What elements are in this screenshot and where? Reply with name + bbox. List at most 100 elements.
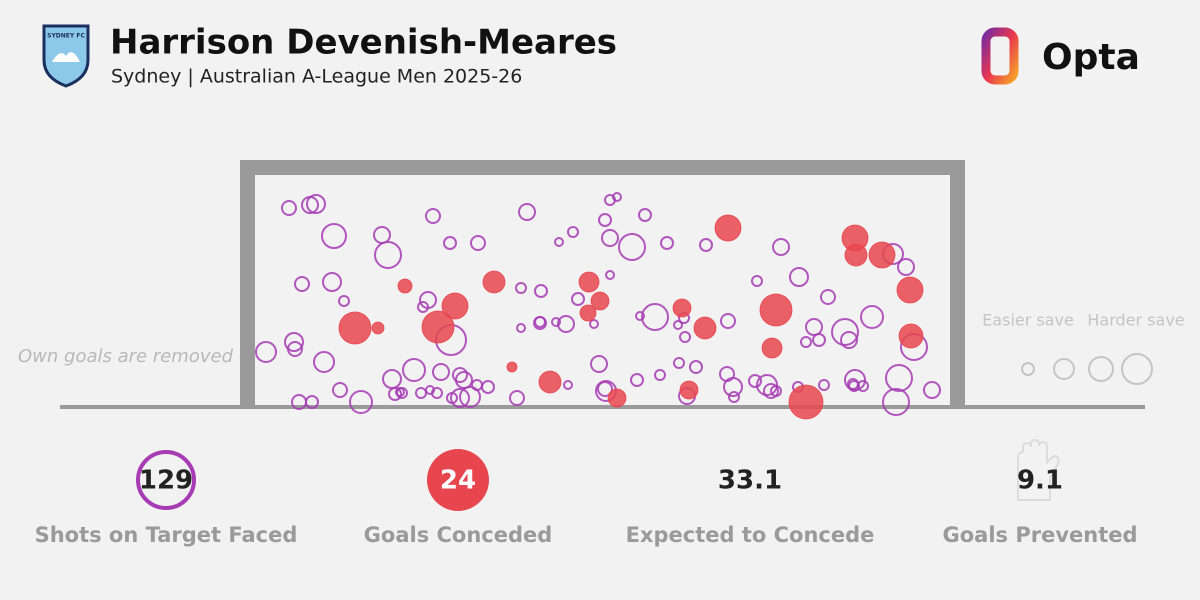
saved-shot xyxy=(321,223,347,249)
stat-label: Expected to Concede xyxy=(626,523,875,547)
goal-shot xyxy=(371,321,385,335)
goal-shot xyxy=(898,323,924,349)
saved-shot xyxy=(417,301,429,313)
saved-shot xyxy=(897,258,915,276)
saved-shot xyxy=(679,331,691,343)
saved-shot xyxy=(349,390,373,414)
saved-shot xyxy=(481,380,495,394)
goal-shot xyxy=(761,337,783,359)
saved-shot xyxy=(459,386,481,408)
goal-shot xyxy=(868,241,896,269)
annotation: Own goals are removed xyxy=(18,346,234,367)
goal-shot xyxy=(672,298,692,318)
saved-shot xyxy=(313,351,335,373)
size-legend xyxy=(1021,353,1153,385)
saved-shot xyxy=(638,208,652,222)
saved-shot xyxy=(287,341,303,357)
goal-shot xyxy=(693,316,717,340)
saved-shot xyxy=(415,387,427,399)
saved-shot xyxy=(281,200,297,216)
saved-shot xyxy=(443,236,457,250)
goal-post xyxy=(240,160,255,407)
crossbar xyxy=(240,160,965,175)
saved-shot xyxy=(699,238,713,252)
saved-shot xyxy=(373,226,391,244)
saved-shot xyxy=(720,313,736,329)
brand-icon xyxy=(981,27,1019,85)
saved-shot xyxy=(660,236,674,250)
saved-shot xyxy=(425,208,441,224)
crest-opera-house xyxy=(52,52,80,62)
legend-circle xyxy=(1088,356,1114,382)
saved-shot xyxy=(673,357,685,369)
saved-shot xyxy=(654,369,666,381)
saved-shot xyxy=(723,377,743,397)
saved-shot xyxy=(748,374,762,388)
saved-shot xyxy=(557,315,575,333)
saved-shot xyxy=(831,318,859,346)
ground-line xyxy=(60,405,1145,409)
glove-icon xyxy=(1017,438,1060,501)
saved-shot xyxy=(789,267,809,287)
goal-shot xyxy=(421,310,455,344)
saved-shot xyxy=(382,369,402,389)
legend-circle xyxy=(1121,353,1153,385)
saved-shot xyxy=(425,385,435,395)
saved-shot xyxy=(805,318,823,336)
saved-shot xyxy=(452,367,468,383)
saved-shot xyxy=(305,395,319,409)
legend-label: Easier save xyxy=(982,311,1074,330)
title: Harrison Devenish-Meares xyxy=(110,23,617,63)
saved-shot xyxy=(635,311,645,321)
goal-shot xyxy=(679,380,699,400)
legend-circle xyxy=(1053,358,1075,380)
goal-shot xyxy=(441,292,469,320)
goal-post xyxy=(950,160,965,407)
saved-shot xyxy=(772,238,790,256)
saved-shot xyxy=(284,332,304,352)
saved-shot xyxy=(432,363,450,381)
saved-shot xyxy=(518,203,536,221)
legend-label: Harder save xyxy=(1087,311,1184,330)
saved-shot xyxy=(618,233,646,261)
goal-shot xyxy=(338,311,372,345)
saved-shot xyxy=(470,235,486,251)
saved-shot xyxy=(770,385,782,397)
saved-shot xyxy=(605,270,615,280)
goal-shot xyxy=(896,276,924,304)
saved-shot xyxy=(534,284,548,298)
saved-shot xyxy=(563,380,573,390)
saved-shot xyxy=(751,275,763,287)
goal-shot xyxy=(788,384,824,420)
saved-shot xyxy=(728,391,740,403)
saved-shot xyxy=(820,289,836,305)
shot-map xyxy=(255,192,941,420)
saved-shot xyxy=(294,276,310,292)
saved-shot xyxy=(612,192,622,202)
saved-shot xyxy=(255,341,277,363)
saved-shot xyxy=(571,292,585,306)
subtitle: Sydney | Australian A-League Men 2025-26 xyxy=(111,66,522,88)
goal-shot xyxy=(590,291,610,311)
stat-label: Shots on Target Faced xyxy=(35,523,298,547)
goal-shot xyxy=(482,270,506,294)
saved-shot xyxy=(306,194,326,214)
saved-shot xyxy=(322,272,342,292)
goal-shot xyxy=(607,388,627,408)
saved-shot xyxy=(857,380,869,392)
saved-shot xyxy=(471,379,483,391)
saved-shot xyxy=(756,374,778,396)
saved-shot xyxy=(450,388,470,408)
stat-disc xyxy=(427,449,489,511)
saved-shot xyxy=(885,364,913,392)
saved-shot xyxy=(923,381,941,399)
saved-shot xyxy=(338,295,350,307)
saved-shot xyxy=(589,319,599,329)
saved-shot xyxy=(818,379,830,391)
saved-shot xyxy=(597,381,613,397)
saved-shot xyxy=(551,317,561,327)
saved-shot xyxy=(332,382,348,398)
saved-shot xyxy=(534,316,546,328)
